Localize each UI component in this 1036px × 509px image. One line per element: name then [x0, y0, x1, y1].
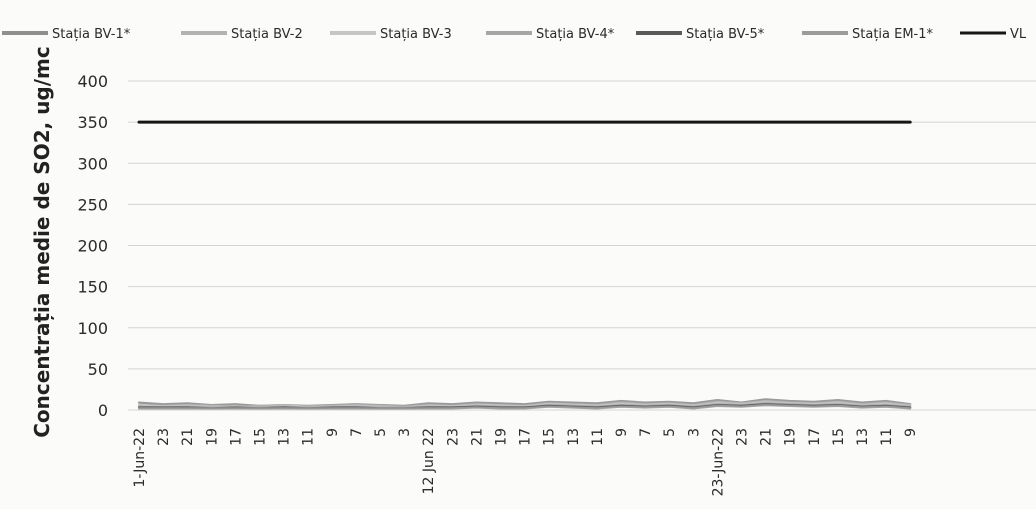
series-lines	[137, 120, 912, 410]
x-tick-label: 7	[349, 428, 365, 437]
x-tick-label: 19	[783, 428, 799, 446]
x-tick-label: 11	[879, 428, 895, 446]
x-tick-label: 17	[807, 428, 823, 446]
x-tick-label: 19	[204, 428, 220, 446]
legend-label: Stația EM-1*	[852, 27, 934, 42]
x-tick-label: 9	[325, 428, 341, 437]
y-tick-label: 0	[98, 401, 108, 420]
x-tick-label: 15	[831, 428, 847, 446]
x-tick-label: 13	[855, 428, 871, 446]
y-tick-label: 300	[77, 154, 108, 173]
legend-label: Stația BV-3	[380, 27, 452, 42]
y-tick-label: 200	[77, 237, 108, 256]
x-tick-label: 12 Jun 22	[421, 428, 437, 494]
x-tick-label: 15	[542, 428, 558, 446]
x-tick-label: 11	[301, 428, 317, 446]
x-tick-label: 21	[469, 428, 485, 446]
x-tick-label: 23	[156, 428, 172, 446]
x-tick-label: 17	[518, 428, 534, 446]
x-tick-label: 19	[494, 428, 510, 446]
x-tick-label: 23-Jun-22	[710, 428, 726, 496]
grid-lines	[128, 80, 1036, 411]
x-tick-label: 3	[686, 428, 702, 437]
x-tick-label: 3	[397, 428, 413, 437]
legend-label: Stația BV-4*	[536, 27, 615, 42]
x-tick-label: 23	[445, 428, 461, 446]
x-tick-label: 7	[638, 428, 654, 437]
x-tick-label: 15	[253, 428, 269, 446]
y-tick-label: 250	[77, 195, 108, 214]
series-line	[137, 404, 912, 410]
x-tick-label: 17	[228, 428, 244, 446]
x-tick-label: 13	[277, 428, 293, 446]
x-tick-label: 23	[735, 428, 751, 446]
legend-label: Stația BV-5*	[686, 27, 765, 42]
y-tick-label: 50	[88, 360, 108, 379]
y-tick-label: 100	[77, 319, 108, 338]
x-tick-label: 9	[614, 428, 630, 437]
y-tick-label: 350	[77, 113, 108, 132]
y-tick-label: 400	[77, 72, 108, 91]
x-axis-ticks: 1-Jun-22 23 21 19 17 15 13 11 9 7 5 3 12 Jun 22 23 21 1…	[132, 428, 919, 496]
chart-legend: Stația BV-1* Stația BV-2 Stația BV-3 Stația…	[2, 27, 1027, 42]
x-tick-label: 9	[903, 428, 919, 437]
x-tick-label: 5	[373, 428, 389, 437]
x-tick-label: 1-Jun-22	[132, 428, 148, 487]
y-axis-ticks: 0 50 100 150 200 250 300 350 400	[77, 72, 108, 420]
y-axis-label: Concentrația medie de SO2, ug/mc	[30, 46, 54, 438]
x-tick-label: 11	[590, 428, 606, 446]
y-tick-label: 150	[77, 278, 108, 297]
legend-label: Stația BV-1*	[52, 27, 131, 42]
x-tick-label: 21	[180, 428, 196, 446]
x-tick-label: 5	[662, 428, 678, 437]
legend-label: VL	[1010, 27, 1027, 42]
x-tick-label: 13	[566, 428, 582, 446]
legend-label: Stația BV-2	[231, 27, 303, 42]
x-tick-label: 21	[759, 428, 775, 446]
